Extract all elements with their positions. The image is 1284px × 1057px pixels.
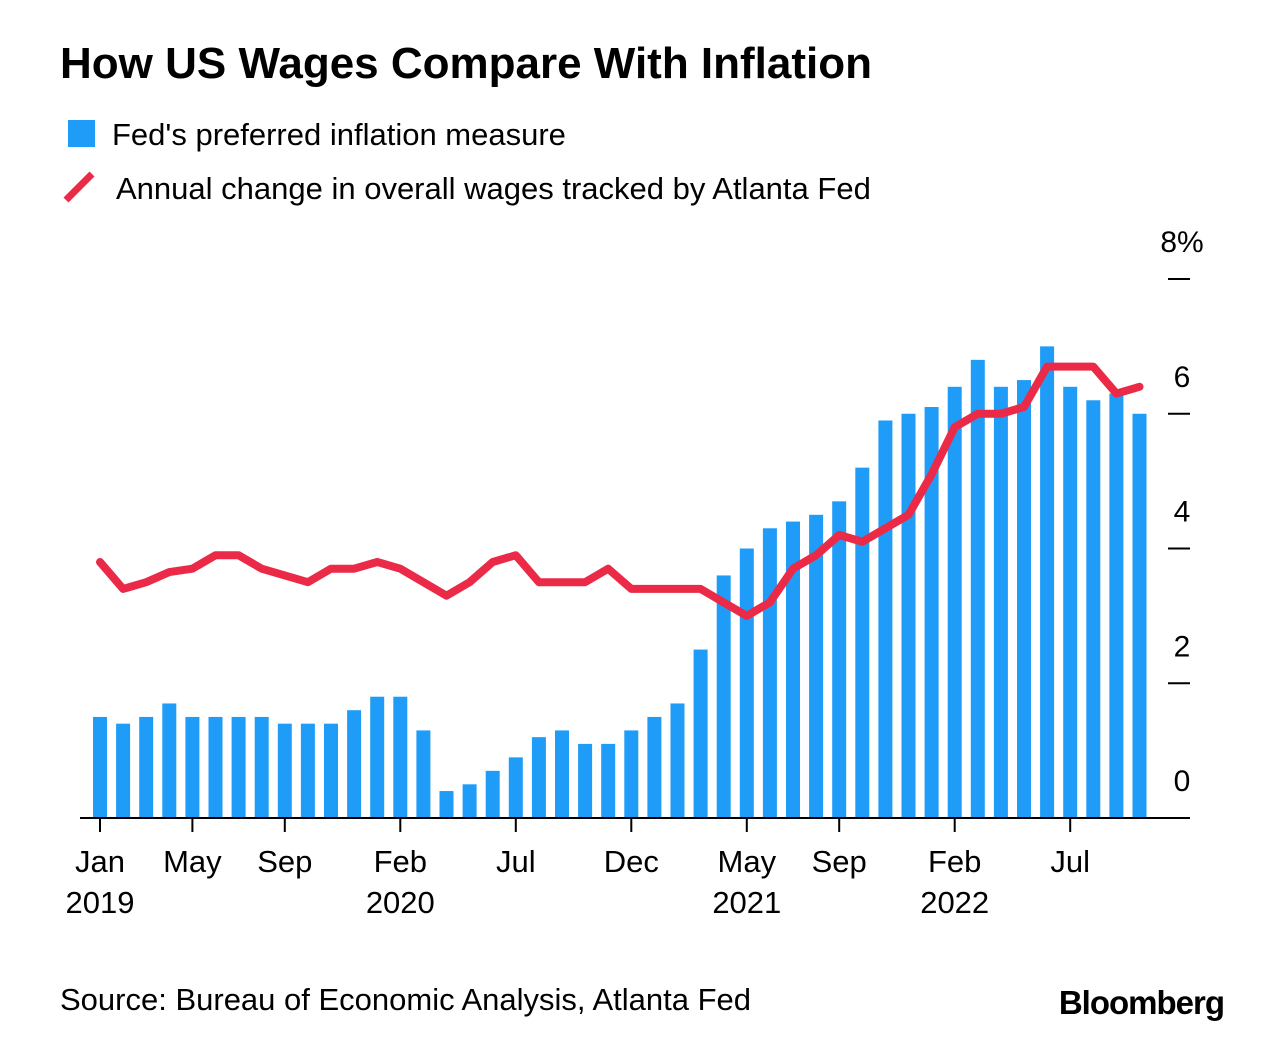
- bar: [739, 548, 754, 818]
- brand: Bloomberg: [1059, 984, 1224, 1021]
- x-tick-year: 2019: [66, 885, 135, 920]
- bar: [1063, 386, 1078, 818]
- x-tick-year: 2022: [920, 885, 989, 920]
- bar: [116, 723, 131, 818]
- bar: [162, 703, 177, 818]
- y-tick-label: 2: [1174, 630, 1191, 663]
- x-tick-label: Jul: [1050, 844, 1090, 879]
- bar: [578, 743, 593, 818]
- bar: [531, 737, 546, 818]
- bar: [139, 716, 154, 818]
- y-tick-label: 6: [1174, 361, 1191, 394]
- source: Source: Bureau of Economic Analysis, Atl…: [60, 982, 751, 1017]
- x-tick-label: Feb: [928, 844, 981, 879]
- bar: [970, 359, 985, 818]
- legend-label: Fed's preferred inflation measure: [112, 117, 566, 152]
- bar: [716, 575, 731, 818]
- chart-title: How US Wages Compare With Inflation: [60, 39, 872, 88]
- bar: [1017, 380, 1031, 818]
- y-tick-label: 8%: [1160, 226, 1203, 259]
- bar: [1086, 400, 1101, 818]
- bar: [878, 420, 893, 818]
- bar: [762, 528, 777, 818]
- legend-swatch: [63, 171, 95, 203]
- bar: [647, 716, 662, 818]
- bar: [231, 716, 246, 818]
- x-tick-label: May: [718, 844, 777, 879]
- legend-swatch: [68, 120, 95, 147]
- bar: [993, 386, 1008, 818]
- bar: [324, 723, 338, 818]
- bar: [485, 770, 500, 818]
- bar: [670, 703, 685, 818]
- bar: [393, 696, 408, 818]
- y-tick-label: 0: [1174, 765, 1191, 798]
- bar: [277, 723, 292, 818]
- bar: [693, 649, 708, 818]
- x-tick-label: Dec: [604, 844, 659, 879]
- bar: [462, 784, 477, 818]
- bar: [439, 791, 454, 818]
- legend-label: Annual change in overall wages tracked b…: [116, 171, 871, 206]
- y-tick-label: 4: [1174, 496, 1191, 529]
- bar: [786, 521, 800, 818]
- bar: [93, 716, 107, 818]
- x-tick-label: Jul: [496, 844, 536, 879]
- bar: [1132, 413, 1147, 818]
- bar: [347, 710, 362, 818]
- x-tick-label: Sep: [812, 844, 867, 879]
- bar: [254, 716, 269, 818]
- bar: [300, 723, 315, 818]
- bar: [208, 716, 223, 818]
- bar: [416, 730, 431, 818]
- bar: [1109, 393, 1124, 818]
- x-tick-year: 2020: [366, 885, 435, 920]
- bar: [947, 386, 962, 818]
- bar: [624, 730, 639, 818]
- x-tick-label: Jan: [75, 844, 125, 879]
- line: [96, 362, 1144, 620]
- bar: [924, 407, 939, 818]
- bar: [855, 467, 870, 818]
- bar: [555, 730, 569, 818]
- bar: [809, 514, 824, 818]
- x-tick-label: May: [163, 844, 222, 879]
- x-tick-label: Feb: [374, 844, 427, 879]
- bar: [832, 501, 847, 818]
- x-tick-label: Sep: [257, 844, 312, 879]
- bar: [901, 413, 916, 818]
- bar: [370, 696, 385, 818]
- x-tick-year: 2021: [712, 885, 781, 920]
- bar: [508, 757, 523, 818]
- bar: [1040, 346, 1055, 818]
- bar: [185, 716, 200, 818]
- bar: [601, 743, 616, 818]
